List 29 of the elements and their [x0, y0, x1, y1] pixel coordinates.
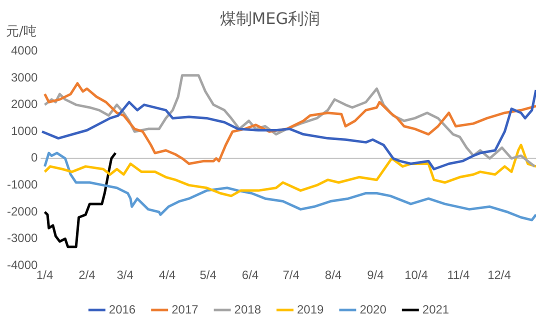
legend-label: 2016 [108, 302, 136, 316]
legend-label: 2021 [422, 302, 450, 316]
x-tick-label: 3/4 [116, 268, 134, 282]
y-tick-label: 4000 [10, 44, 38, 58]
y-tick-label: 2000 [10, 97, 38, 112]
legend-label: 2019 [297, 302, 324, 316]
x-tick-label: 5/4 [200, 268, 217, 282]
legend-label: 2017 [172, 302, 199, 316]
x-tick-label: 4/4 [158, 268, 176, 282]
chart-title: 煤制MEG利润 [220, 8, 320, 28]
y-tick-label: 0 [31, 150, 38, 165]
legend-label: 2018 [234, 302, 262, 316]
x-tick-label: 9/4 [367, 268, 384, 282]
x-tick-label: 6/4 [242, 268, 259, 282]
y-tick-label: -3000 [6, 231, 38, 246]
x-tick-label: 11/4 [447, 268, 470, 282]
legend-label: 2020 [360, 302, 387, 316]
y-tick-label: -1000 [6, 178, 38, 192]
x-tick-label: 1/4 [36, 268, 54, 282]
x-tick-label: 7/4 [282, 268, 300, 282]
y-tick-label: -4000 [6, 258, 38, 272]
y-tick-label: -2000 [6, 204, 38, 218]
y-axis-title: 元/吨 [6, 24, 36, 40]
x-tick-label: 8/4 [324, 268, 342, 282]
x-tick-label: 2/4 [78, 268, 96, 282]
y-tick-label: 3000 [10, 70, 38, 84]
y-tick-label: 1000 [10, 124, 38, 138]
x-tick-label: 10/4 [404, 268, 428, 282]
x-tick-label: 12/4 [488, 268, 512, 282]
